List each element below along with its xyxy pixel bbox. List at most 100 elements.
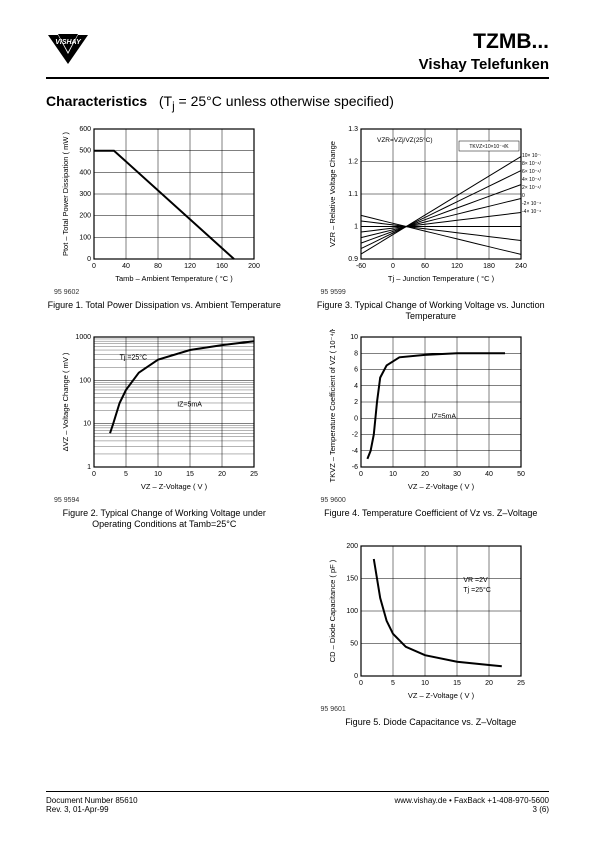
section-title: Characteristics (Tj = 25°C unless otherw… bbox=[0, 79, 595, 121]
svg-text:100: 100 bbox=[80, 234, 92, 241]
svg-text:VZ – Z-Voltage ( V ): VZ – Z-Voltage ( V ) bbox=[141, 482, 208, 491]
svg-text:VZ – Z-Voltage ( V ): VZ – Z-Voltage ( V ) bbox=[408, 482, 475, 491]
svg-text:VISHAY: VISHAY bbox=[55, 39, 82, 46]
svg-text:10: 10 bbox=[154, 471, 162, 478]
svg-text:0: 0 bbox=[522, 193, 525, 199]
svg-text:2: 2 bbox=[354, 399, 358, 406]
svg-text:4× 10⁻⁴/K: 4× 10⁻⁴/K bbox=[522, 177, 541, 183]
svg-text:60: 60 bbox=[421, 263, 429, 270]
svg-text:1: 1 bbox=[354, 223, 358, 230]
svg-text:8× 10⁻⁴/K: 8× 10⁻⁴/K bbox=[522, 161, 541, 167]
svg-text:2× 10⁻⁴/K: 2× 10⁻⁴/K bbox=[522, 185, 541, 191]
svg-text:5: 5 bbox=[391, 680, 395, 687]
svg-text:0: 0 bbox=[354, 673, 358, 680]
figure-3-chart: -600601201802400.911.11.21.3Tj – Junctio… bbox=[321, 121, 541, 291]
svg-text:600: 600 bbox=[80, 126, 92, 133]
svg-text:1: 1 bbox=[87, 464, 91, 471]
vishay-logo: VISHAY bbox=[46, 30, 116, 66]
brand-name: Vishay Telefunken bbox=[419, 56, 549, 73]
svg-text:500: 500 bbox=[80, 147, 92, 154]
svg-text:Tamb – Ambient Temperature ( °: Tamb – Ambient Temperature ( °C ) bbox=[116, 274, 234, 283]
svg-text:-6: -6 bbox=[352, 464, 358, 471]
svg-text:25: 25 bbox=[517, 680, 525, 687]
figure-5-num: 95 9601 bbox=[321, 706, 346, 713]
svg-text:100: 100 bbox=[346, 608, 358, 615]
svg-text:TKVZ – Temperature Coefficient: TKVZ – Temperature Coefficient of VZ ( 1… bbox=[328, 329, 337, 482]
svg-text:5: 5 bbox=[124, 471, 128, 478]
figure-5-chart: 0510152025050100150200VZ – Z-Voltage ( V… bbox=[321, 538, 541, 708]
svg-text:-4: -4 bbox=[352, 448, 358, 455]
svg-text:15: 15 bbox=[453, 680, 461, 687]
svg-text:-2× 10⁻⁴/K: -2× 10⁻⁴/K bbox=[522, 201, 541, 207]
footer-right: www.vishay.de • FaxBack +1-408-970-5600 … bbox=[394, 796, 549, 814]
svg-text:10: 10 bbox=[350, 334, 358, 341]
figure-1: 040801201602000100200300400500600Tamb – … bbox=[46, 121, 283, 322]
part-number: TZMB... bbox=[419, 30, 549, 54]
svg-text:0: 0 bbox=[92, 471, 96, 478]
revision: Rev. 3, 01-Apr-99 bbox=[46, 805, 138, 814]
svg-text:VR =2V: VR =2V bbox=[463, 577, 488, 584]
figure-2-caption: Figure 2. Typical Change of Working Volt… bbox=[46, 508, 283, 530]
svg-text:20: 20 bbox=[421, 471, 429, 478]
figure-2-chart: 05101520251101001000VZ – Z-Voltage ( V )… bbox=[54, 329, 274, 499]
svg-text:ΔVZ – Voltage Change ( mV ): ΔVZ – Voltage Change ( mV ) bbox=[61, 352, 70, 451]
svg-text:Tj =25°C: Tj =25°C bbox=[463, 586, 491, 594]
svg-text:100: 100 bbox=[80, 378, 92, 385]
svg-text:-60: -60 bbox=[356, 263, 366, 270]
svg-text:Ptot – Total Power Dissipation: Ptot – Total Power Dissipation ( mW ) bbox=[61, 131, 70, 256]
figure-3-caption: Figure 3. Typical Change of Working Volt… bbox=[313, 300, 550, 322]
figure-2-num: 95 9594 bbox=[54, 497, 79, 504]
figure-4-num: 95 9600 bbox=[321, 497, 346, 504]
figure-4-chart: 01020304050-6-4-20246810VZ – Z-Voltage (… bbox=[321, 329, 541, 499]
figure-4: 01020304050-6-4-20246810VZ – Z-Voltage (… bbox=[313, 329, 550, 530]
doc-number: Document Number 85610 bbox=[46, 796, 138, 805]
svg-text:Tj – Junction Temperature ( °C: Tj – Junction Temperature ( °C ) bbox=[388, 274, 495, 283]
svg-text:10× 10⁻⁴/K: 10× 10⁻⁴/K bbox=[522, 153, 541, 159]
section-subtitle: (Tj = 25°C unless otherwise specified) bbox=[151, 93, 394, 109]
footer-url: www.vishay.de • FaxBack +1-408-970-5600 bbox=[394, 796, 549, 805]
svg-text:25: 25 bbox=[250, 471, 258, 478]
figure-3-num: 95 9599 bbox=[321, 289, 346, 296]
svg-text:10: 10 bbox=[421, 680, 429, 687]
page-number: 3 (6) bbox=[394, 805, 549, 814]
figure-4-caption: Figure 4. Temperature Coefficient of Vz … bbox=[324, 508, 537, 519]
svg-text:-4× 10⁻⁴/K: -4× 10⁻⁴/K bbox=[522, 209, 541, 215]
page-header: VISHAY TZMB... Vishay Telefunken bbox=[46, 0, 549, 79]
svg-text:0: 0 bbox=[359, 680, 363, 687]
svg-text:180: 180 bbox=[483, 263, 495, 270]
svg-text:400: 400 bbox=[80, 169, 92, 176]
svg-text:1000: 1000 bbox=[76, 334, 92, 341]
footer-left: Document Number 85610 Rev. 3, 01-Apr-99 bbox=[46, 796, 138, 814]
svg-text:0: 0 bbox=[92, 263, 96, 270]
svg-text:IZ=5mA: IZ=5mA bbox=[431, 414, 456, 421]
svg-text:VZR – Relative Voltage Change: VZR – Relative Voltage Change bbox=[328, 141, 337, 247]
figure-1-caption: Figure 1. Total Power Dissipation vs. Am… bbox=[48, 300, 281, 311]
svg-text:10: 10 bbox=[83, 421, 91, 428]
svg-text:CD – Diode Capacitance ( pF ): CD – Diode Capacitance ( pF ) bbox=[328, 559, 337, 662]
svg-text:30: 30 bbox=[453, 471, 461, 478]
svg-text:50: 50 bbox=[517, 471, 525, 478]
svg-text:160: 160 bbox=[216, 263, 228, 270]
svg-text:200: 200 bbox=[248, 263, 260, 270]
svg-text:15: 15 bbox=[186, 471, 194, 478]
svg-text:VZ – Z-Voltage ( V ): VZ – Z-Voltage ( V ) bbox=[408, 691, 475, 700]
svg-text:200: 200 bbox=[346, 543, 358, 550]
svg-text:6× 10⁻⁴/K: 6× 10⁻⁴/K bbox=[522, 169, 541, 175]
svg-text:1.2: 1.2 bbox=[348, 158, 358, 165]
svg-text:0: 0 bbox=[359, 471, 363, 478]
svg-text:200: 200 bbox=[80, 212, 92, 219]
svg-text:120: 120 bbox=[451, 263, 463, 270]
header-right: TZMB... Vishay Telefunken bbox=[419, 30, 549, 73]
svg-text:40: 40 bbox=[122, 263, 130, 270]
page-footer: Document Number 85610 Rev. 3, 01-Apr-99 … bbox=[46, 791, 549, 814]
svg-text:20: 20 bbox=[485, 680, 493, 687]
svg-text:8: 8 bbox=[354, 351, 358, 358]
svg-text:-2: -2 bbox=[352, 432, 358, 439]
svg-text:1.3: 1.3 bbox=[348, 126, 358, 133]
svg-text:4: 4 bbox=[354, 383, 358, 390]
svg-text:1.1: 1.1 bbox=[348, 191, 358, 198]
svg-text:0.9: 0.9 bbox=[348, 256, 358, 263]
svg-text:80: 80 bbox=[154, 263, 162, 270]
svg-text:Tj =25°C: Tj =25°C bbox=[120, 354, 148, 362]
svg-text:40: 40 bbox=[485, 471, 493, 478]
